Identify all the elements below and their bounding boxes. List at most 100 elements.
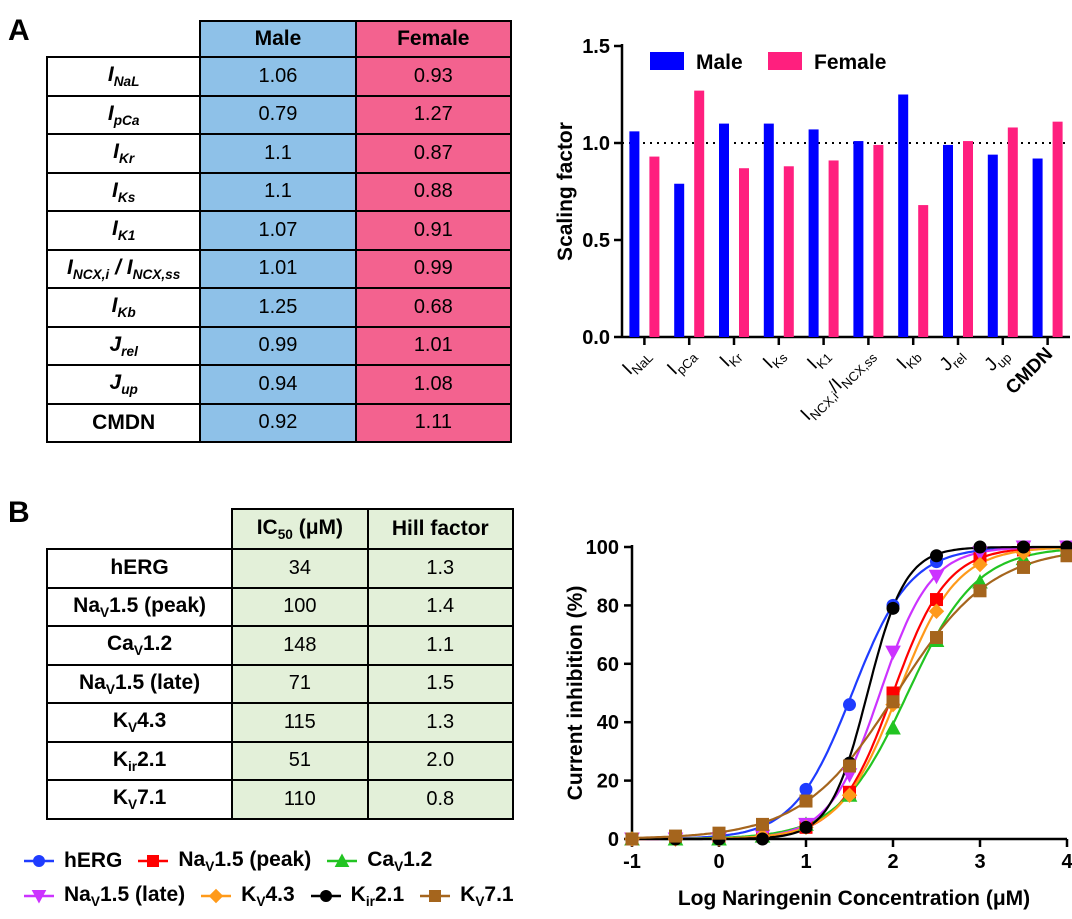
- bar-category-label: Jrel: [936, 344, 970, 378]
- dr-x-tick-label: 2: [887, 851, 898, 873]
- table-row: NaV1.5 (peak) 100 1.4: [45, 586, 515, 627]
- bar-male: [1032, 158, 1043, 337]
- data-point: [625, 832, 639, 846]
- data-point: [841, 787, 858, 802]
- panel-b-letter: B: [8, 496, 30, 529]
- data-point: [928, 632, 945, 647]
- bar-y-tick-label: 1.0: [582, 133, 610, 155]
- bar-y-axis-label: Scaling factor: [554, 122, 577, 261]
- table-row: NaV1.5 (late) 71 1.5: [45, 663, 515, 704]
- bar-category-label: IKb: [893, 344, 925, 376]
- bar-male: [987, 154, 998, 337]
- data-point: [930, 593, 943, 607]
- bar-male: [674, 183, 685, 337]
- dr-y-tick-label: 0: [608, 829, 619, 851]
- table-row: KV7.1 110 0.8: [45, 779, 515, 820]
- bar-female: [828, 160, 839, 337]
- legend-label: Female: [814, 51, 886, 74]
- data-point: [886, 686, 900, 700]
- data-point: [754, 828, 771, 844]
- legend-swatch: [650, 52, 684, 70]
- male-value: 0.92: [199, 402, 357, 443]
- legend-marker: [334, 853, 350, 868]
- bar-male: [763, 123, 774, 337]
- male-value: 1.1: [199, 133, 357, 174]
- data-point: [625, 832, 639, 846]
- channel-label: hERG: [45, 548, 234, 589]
- data-point: [712, 832, 726, 846]
- female-value: 1.08: [354, 364, 513, 405]
- table-corner: [47, 509, 234, 550]
- bar-female: [1007, 127, 1018, 337]
- data-point: [798, 819, 814, 836]
- legend-marker: [208, 889, 224, 904]
- legend-marker-icon: [420, 890, 451, 903]
- dr-y-tick-label: 60: [597, 654, 619, 676]
- legend-label: KV4.3: [241, 883, 295, 910]
- data-point: [928, 569, 945, 585]
- bar-y-tick-label: 0.5: [582, 230, 610, 252]
- ic50-column-header: IC50 (μM): [231, 508, 369, 550]
- legend-item: hERG: [22, 849, 122, 873]
- row-label: IKs: [45, 171, 202, 212]
- legend-item: KV4.3: [199, 883, 295, 910]
- female-value: 1.01: [354, 325, 513, 366]
- female-value: 1.11: [354, 402, 513, 443]
- dr-y-tick-label: 20: [597, 771, 619, 793]
- legend-item: CaV1.2: [325, 848, 432, 874]
- hill-column-header: Hill factor: [366, 508, 515, 550]
- data-point: [1060, 540, 1072, 554]
- data-point: [886, 601, 900, 615]
- row-label: Jrel: [45, 325, 202, 366]
- channel-label: Kir2.1: [45, 740, 234, 781]
- table-row: hERG 34 1.3: [45, 548, 515, 589]
- data-point: [756, 817, 769, 831]
- ic50-table: IC50 (μM) Hill factor hERG 34 1.3 NaV1.5 (p…: [45, 508, 515, 820]
- data-point: [669, 832, 682, 846]
- female-value: 0.99: [354, 248, 513, 289]
- data-point: [798, 816, 814, 831]
- ic50-value: 34: [231, 548, 369, 589]
- table-row: CMDN 0.92 1.11: [45, 402, 513, 443]
- male-value: 0.79: [199, 94, 357, 135]
- data-point: [1060, 540, 1072, 554]
- legend-marker: [147, 855, 160, 868]
- data-point: [711, 831, 727, 847]
- data-point: [886, 695, 900, 709]
- legend-label: Kir2.1: [350, 883, 405, 910]
- male-value: 0.99: [199, 325, 357, 366]
- data-point: [799, 782, 813, 796]
- table-row: INCX,i / INCX,ss 1.01 0.99: [45, 248, 513, 289]
- bar-chart-group: 0.0 0.5 1.0 1.5 Scaling factor INaL IpCa IKr IKs…: [554, 36, 1070, 425]
- data-point: [843, 785, 856, 799]
- legend-item: NaV1.5 (peak): [136, 848, 311, 874]
- bar-category-label: INaL: [618, 344, 656, 382]
- data-point: [711, 832, 727, 848]
- fit-curve: [631, 546, 1067, 840]
- bar-female: [649, 156, 660, 337]
- dr-y-tick-label: 40: [597, 712, 619, 734]
- fit-curve: [632, 546, 1067, 841]
- data-point: [885, 645, 901, 661]
- male-value: 0.94: [199, 364, 357, 405]
- data-point: [667, 830, 684, 846]
- male-value: 1.25: [199, 287, 357, 328]
- bar-male: [898, 94, 909, 337]
- female-value: 0.93: [354, 56, 513, 97]
- bar-female: [1052, 121, 1063, 337]
- ic50-value: 148: [231, 625, 369, 666]
- bar-male: [719, 123, 729, 337]
- data-point: [885, 719, 901, 735]
- table-row: CaV1.2 148 1.1: [45, 625, 515, 666]
- bar-category-label: Jup: [981, 344, 1015, 378]
- row-label: IKr: [45, 133, 202, 174]
- hill-value: 2.0: [366, 740, 515, 781]
- bar-y-tick-label: 0.0: [582, 327, 610, 349]
- data-point: [1017, 540, 1030, 554]
- data-point: [841, 787, 858, 803]
- bar-category-label: IKr: [716, 343, 746, 373]
- ic50-value: 51: [231, 740, 369, 781]
- table-corner: [47, 21, 202, 58]
- male-value: 1.1: [199, 171, 357, 212]
